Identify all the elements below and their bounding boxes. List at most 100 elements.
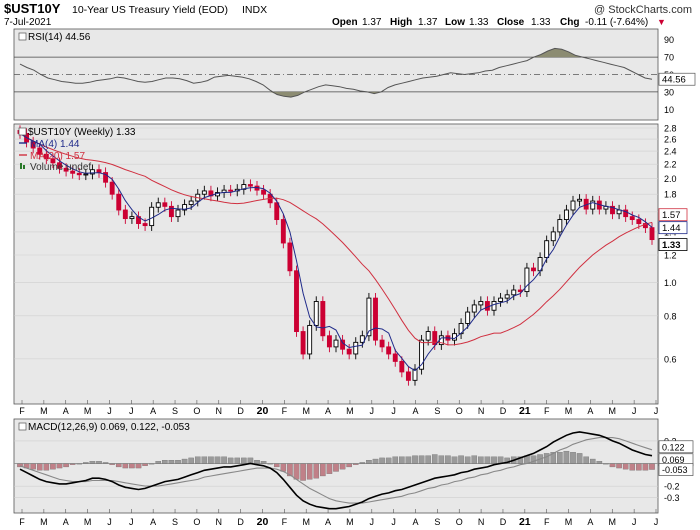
price-candle bbox=[629, 211, 635, 225]
price-tick-label: 1.8 bbox=[664, 190, 677, 200]
candle-body-up bbox=[366, 297, 372, 337]
price-candle bbox=[326, 330, 332, 353]
price-candle bbox=[287, 237, 293, 277]
macd-tick-label: -0.2 bbox=[664, 482, 680, 492]
x-axis-label: F bbox=[282, 406, 288, 416]
price-candle bbox=[43, 149, 49, 165]
x-axis-label: M bbox=[565, 517, 573, 527]
macd-histogram-bar bbox=[609, 463, 616, 468]
candle-body-down bbox=[531, 267, 536, 272]
price-candle bbox=[122, 204, 128, 224]
open-value: 1.37 bbox=[362, 17, 382, 28]
candle-body-down bbox=[432, 331, 438, 346]
price-candle bbox=[491, 296, 497, 316]
macd-tick-label: -0.3 bbox=[664, 493, 680, 503]
candle-body-down bbox=[122, 209, 128, 220]
macd-legend: MACD(12,26,9) 0.069, 0.122, -0.053 bbox=[18, 422, 190, 433]
candle-body-down bbox=[340, 339, 346, 350]
ma4-legend: MA(4) 1.44 bbox=[30, 139, 80, 150]
price-tick-label: 0.8 bbox=[664, 311, 677, 321]
price-candle bbox=[162, 197, 168, 212]
macd-histogram-bar bbox=[399, 456, 405, 464]
price-candle bbox=[30, 136, 36, 154]
candle-body-down bbox=[228, 189, 234, 192]
price-candle bbox=[649, 222, 655, 245]
high-label: High bbox=[390, 17, 412, 28]
macd-histogram-bar bbox=[181, 458, 188, 464]
macd-histogram-bar bbox=[557, 452, 563, 464]
macd-histogram-bar bbox=[451, 456, 458, 464]
x-axis-label: A bbox=[325, 406, 331, 416]
macd-histogram-bar bbox=[129, 463, 135, 469]
x-axis-label: J bbox=[370, 517, 375, 527]
candle-body-up bbox=[155, 202, 161, 208]
candle-body-down bbox=[63, 167, 69, 172]
candle-body-down bbox=[50, 158, 56, 164]
x-axis-label: S bbox=[434, 406, 440, 416]
macd-histogram-bar bbox=[162, 460, 168, 464]
x-axis-label: J bbox=[391, 406, 396, 416]
price-candle bbox=[116, 189, 122, 216]
x-axis-label: J bbox=[632, 406, 637, 416]
rsi-last-value-box bbox=[658, 72, 696, 86]
price-candle bbox=[550, 226, 556, 247]
x-axis-label: A bbox=[325, 517, 331, 527]
macd-histogram-bar bbox=[208, 456, 214, 464]
macd-histogram-bar bbox=[372, 458, 379, 464]
price-candle bbox=[563, 204, 569, 225]
price-chart: 2.82.62.42.22.01.81.61.41.21.00.80.61.57… bbox=[14, 124, 688, 386]
macd-histogram-bar bbox=[596, 461, 603, 464]
price-tick-label: 1.0 bbox=[664, 278, 677, 288]
x-axis-label: J bbox=[632, 517, 637, 527]
candle-body-down bbox=[405, 371, 411, 381]
macd-histogram-bar bbox=[589, 458, 596, 464]
macd-histogram-bar bbox=[412, 455, 418, 464]
macd-histogram-bar bbox=[56, 463, 63, 469]
price-candle bbox=[386, 341, 392, 360]
copyright-label: @ StockCharts.com bbox=[594, 4, 692, 16]
x-axis-label: M bbox=[40, 406, 48, 416]
macd-histogram-bar bbox=[491, 456, 497, 464]
macd-histogram-bar bbox=[300, 463, 306, 481]
candle-body-down bbox=[300, 331, 306, 355]
x-axis-label: F bbox=[544, 406, 550, 416]
candle-body-up bbox=[504, 294, 510, 299]
ma20-legend: MA(20) 1.57 bbox=[30, 151, 85, 162]
candle-body-up bbox=[511, 289, 517, 296]
macd-histogram-bar bbox=[405, 456, 412, 464]
price-candle bbox=[109, 177, 115, 200]
price-candle bbox=[182, 199, 188, 216]
price-candle bbox=[570, 195, 576, 216]
macd-histogram-bar bbox=[570, 452, 576, 464]
price-tick-label: 2.4 bbox=[664, 147, 677, 157]
candle-body-down bbox=[346, 348, 352, 355]
candle-body-up bbox=[498, 297, 504, 302]
candle-body-down bbox=[30, 141, 36, 149]
ma20-last-value-box bbox=[658, 208, 688, 222]
price-tick-label: 2.2 bbox=[664, 160, 677, 170]
candle-body-down bbox=[642, 223, 648, 229]
macd-histogram-bar bbox=[214, 456, 221, 464]
rsi-line bbox=[19, 47, 653, 98]
macd-histogram-bar bbox=[155, 461, 162, 464]
macd-histogram-bar bbox=[438, 455, 445, 464]
macd-legend-label: MACD(12,26,9) 0.069, 0.122, -0.053 bbox=[28, 422, 190, 433]
x-axis-label: 20 bbox=[257, 516, 269, 528]
ma20-line bbox=[19, 133, 653, 346]
candle-body-up bbox=[307, 324, 313, 355]
rsi-last-value-label: 44.56 bbox=[662, 75, 686, 86]
price-legend-title: $UST10Y (Weekly) 1.33 bbox=[28, 127, 136, 138]
x-axis-label: M bbox=[40, 517, 48, 527]
macd-histogram-bar bbox=[36, 463, 43, 471]
macd-histogram-bar bbox=[418, 455, 425, 464]
price-candle bbox=[590, 195, 596, 215]
price-candle bbox=[155, 197, 161, 213]
chg-value: -0.11 (-7.64%) bbox=[585, 17, 648, 28]
price-legend: $UST10Y (Weekly) 1.33 MA(4) 1.44 MA(20) … bbox=[18, 127, 136, 173]
macd-histogram-bar bbox=[642, 463, 649, 471]
x-axis-label: O bbox=[193, 406, 200, 416]
low-value: 1.33 bbox=[469, 17, 489, 28]
candle-body-up bbox=[590, 200, 596, 210]
x-axis-label: O bbox=[456, 517, 463, 527]
